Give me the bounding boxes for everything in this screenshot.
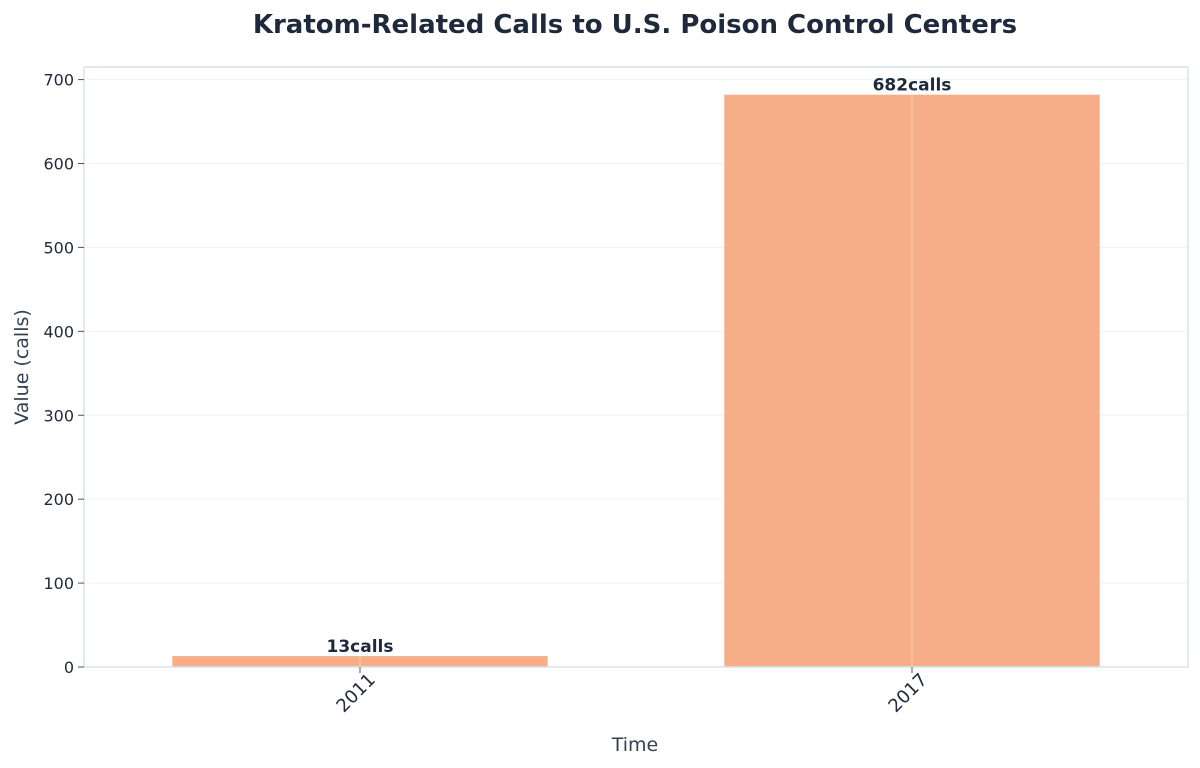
bars: [172, 94, 1100, 667]
plot-frame: [83, 66, 1189, 668]
bar-value-label: 13calls: [327, 637, 394, 657]
data-labels: 13calls 682calls: [327, 76, 952, 657]
chart-title: Kratom-Related Calls to U.S. Poison Cont…: [253, 10, 1017, 40]
bar: [724, 94, 1100, 667]
x-axis-ticks: 2011 2017: [332, 667, 932, 717]
bar-value-label: 682calls: [873, 76, 952, 96]
x-axis-label: Time: [611, 734, 659, 756]
y-tick-label: 500: [43, 238, 74, 257]
y-tick-label: 100: [43, 574, 74, 593]
y-tick-label: 200: [43, 490, 74, 509]
y-tick-label: 400: [43, 322, 74, 341]
y-axis-label: Value (calls): [11, 309, 33, 425]
y-tick-label: 0: [64, 658, 74, 677]
x-tick-label: 2011: [332, 669, 379, 716]
x-tick-label: 2017: [884, 669, 931, 716]
y-axis-ticks: 0 100 200 300 400 500 600 700: [43, 71, 84, 677]
y-tick-label: 300: [43, 406, 74, 425]
bar: [172, 656, 548, 667]
y-tick-label: 600: [43, 155, 74, 174]
grid: [84, 79, 1188, 668]
y-tick-label: 700: [43, 71, 74, 90]
vertical-grid: [359, 67, 913, 667]
